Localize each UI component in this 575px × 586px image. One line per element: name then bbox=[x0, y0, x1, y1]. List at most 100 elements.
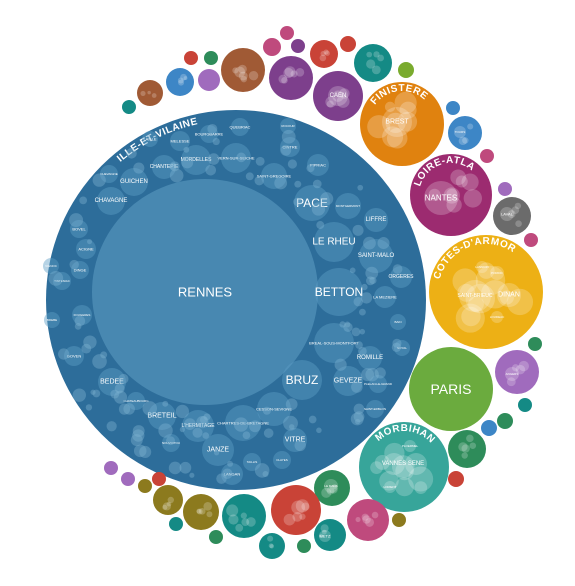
small-city-bubble[interactable] bbox=[130, 434, 143, 447]
small-city-bubble[interactable] bbox=[169, 162, 177, 170]
city-bubble-janze[interactable] bbox=[202, 434, 234, 466]
group-bubble-other[interactable] bbox=[263, 38, 281, 56]
inner-bubble[interactable] bbox=[183, 76, 188, 81]
inner-bubble[interactable] bbox=[151, 93, 157, 98]
city-bubble-vannes[interactable] bbox=[383, 453, 405, 475]
inner-bubble[interactable] bbox=[234, 66, 246, 78]
inner-bubble[interactable] bbox=[462, 137, 469, 144]
group-bubble-other[interactable] bbox=[104, 461, 118, 475]
inner-bubble[interactable] bbox=[391, 455, 415, 478]
inner-bubble[interactable] bbox=[450, 169, 467, 186]
small-city-bubble[interactable] bbox=[391, 342, 402, 352]
inner-bubble[interactable] bbox=[373, 51, 380, 58]
small-city-bubble[interactable] bbox=[142, 401, 157, 416]
small-city-bubble[interactable] bbox=[359, 308, 366, 316]
city-bubble-saint-erblon[interactable] bbox=[366, 400, 384, 418]
small-city-bubble[interactable] bbox=[311, 202, 326, 216]
city-bubble-dinan[interactable] bbox=[497, 283, 521, 307]
small-city-bubble[interactable] bbox=[294, 180, 302, 188]
city-bubble-betton[interactable] bbox=[315, 268, 363, 316]
group-bubble-other[interactable] bbox=[152, 472, 166, 486]
inner-bubble[interactable] bbox=[385, 112, 406, 134]
inner-bubble[interactable] bbox=[177, 77, 184, 84]
small-city-bubble[interactable] bbox=[254, 463, 270, 478]
small-city-bubble[interactable] bbox=[202, 432, 210, 439]
inner-bubble[interactable] bbox=[446, 188, 458, 200]
inner-bubble[interactable] bbox=[283, 67, 294, 79]
small-city-bubble[interactable] bbox=[294, 439, 306, 452]
city-bubble-metz[interactable] bbox=[319, 530, 331, 542]
city-bubble-brebe[interactable] bbox=[44, 312, 60, 328]
inner-bubble[interactable] bbox=[281, 76, 288, 84]
small-city-bubble[interactable] bbox=[361, 283, 368, 291]
city-bubble-breal-sous-montfort[interactable] bbox=[314, 323, 354, 363]
inner-bubble[interactable] bbox=[203, 501, 213, 511]
small-city-bubble[interactable] bbox=[92, 389, 101, 398]
small-city-bubble[interactable] bbox=[179, 426, 186, 433]
small-city-bubble[interactable] bbox=[353, 403, 365, 415]
small-city-bubble[interactable] bbox=[306, 164, 315, 173]
inner-bubble[interactable] bbox=[162, 502, 171, 511]
small-city-bubble[interactable] bbox=[352, 224, 364, 236]
small-city-bubble[interactable] bbox=[293, 197, 302, 207]
group-bubble-paris[interactable] bbox=[409, 347, 493, 431]
small-city-bubble[interactable] bbox=[249, 420, 261, 433]
city-bubble-caen[interactable] bbox=[328, 86, 348, 106]
group-bubble-other[interactable] bbox=[280, 26, 294, 40]
small-city-bubble[interactable] bbox=[285, 398, 298, 411]
city-bubble-pordic[interactable] bbox=[490, 266, 504, 280]
inner-bubble[interactable] bbox=[336, 95, 350, 108]
inner-bubble[interactable] bbox=[226, 504, 239, 517]
inner-bubble[interactable] bbox=[518, 360, 529, 372]
small-city-bubble[interactable] bbox=[83, 335, 97, 349]
small-city-bubble[interactable] bbox=[316, 427, 322, 434]
city-bubble-brest[interactable] bbox=[382, 107, 412, 137]
inner-bubble[interactable] bbox=[461, 306, 481, 327]
inner-bubble[interactable] bbox=[475, 265, 506, 296]
small-city-bubble[interactable] bbox=[377, 237, 390, 250]
inner-bubble[interactable] bbox=[465, 283, 495, 314]
inner-bubble[interactable] bbox=[284, 66, 296, 77]
group-bubble-other[interactable] bbox=[137, 80, 163, 106]
small-city-bubble[interactable] bbox=[236, 152, 247, 163]
inner-bubble[interactable] bbox=[235, 523, 244, 532]
inner-bubble[interactable] bbox=[248, 70, 259, 81]
small-city-bubble[interactable] bbox=[133, 444, 147, 458]
group-bubble-other[interactable] bbox=[340, 36, 356, 52]
city-bubble-lorient[interactable] bbox=[384, 481, 396, 493]
group-bubble-other[interactable] bbox=[528, 337, 542, 351]
inner-bubble[interactable] bbox=[180, 73, 187, 81]
inner-bubble[interactable] bbox=[267, 535, 274, 542]
small-city-bubble[interactable] bbox=[169, 168, 184, 183]
group-bubble-cotes-d-armor[interactable] bbox=[429, 235, 543, 349]
city-bubble-vitre[interactable] bbox=[283, 428, 307, 452]
city-bubble-laille[interactable] bbox=[142, 131, 158, 147]
city-bubble-pipriac[interactable] bbox=[307, 154, 329, 176]
city-bubble-ploermel[interactable] bbox=[404, 440, 416, 452]
inner-bubble[interactable] bbox=[467, 123, 474, 130]
city-bubble-vern-sur-seiche[interactable] bbox=[221, 143, 251, 173]
small-city-bubble[interactable] bbox=[343, 322, 353, 332]
inner-bubble[interactable] bbox=[446, 197, 462, 213]
city-bubble-guichen[interactable] bbox=[120, 168, 148, 196]
small-city-bubble[interactable] bbox=[280, 144, 292, 156]
small-city-bubble[interactable] bbox=[339, 321, 346, 328]
city-bubble-pace[interactable] bbox=[294, 185, 330, 221]
small-city-bubble[interactable] bbox=[227, 460, 233, 467]
group-bubble-other[interactable] bbox=[122, 100, 136, 114]
inner-bubble[interactable] bbox=[240, 512, 247, 519]
inner-bubble[interactable] bbox=[455, 175, 468, 188]
inner-bubble[interactable] bbox=[461, 173, 479, 191]
inner-bubble[interactable] bbox=[323, 49, 329, 55]
city-bubble-breteil[interactable] bbox=[148, 402, 176, 430]
small-city-bubble[interactable] bbox=[74, 323, 82, 330]
city-bubble-tours[interactable] bbox=[454, 126, 466, 138]
small-city-bubble[interactable] bbox=[168, 461, 182, 475]
group-bubble-other[interactable] bbox=[347, 499, 389, 541]
inner-bubble[interactable] bbox=[325, 96, 337, 108]
inner-bubble[interactable] bbox=[384, 442, 405, 464]
group-bubble-other[interactable] bbox=[481, 420, 497, 436]
inner-bubble[interactable] bbox=[268, 543, 274, 549]
inner-bubble[interactable] bbox=[414, 481, 428, 494]
small-city-bubble[interactable] bbox=[90, 389, 96, 395]
